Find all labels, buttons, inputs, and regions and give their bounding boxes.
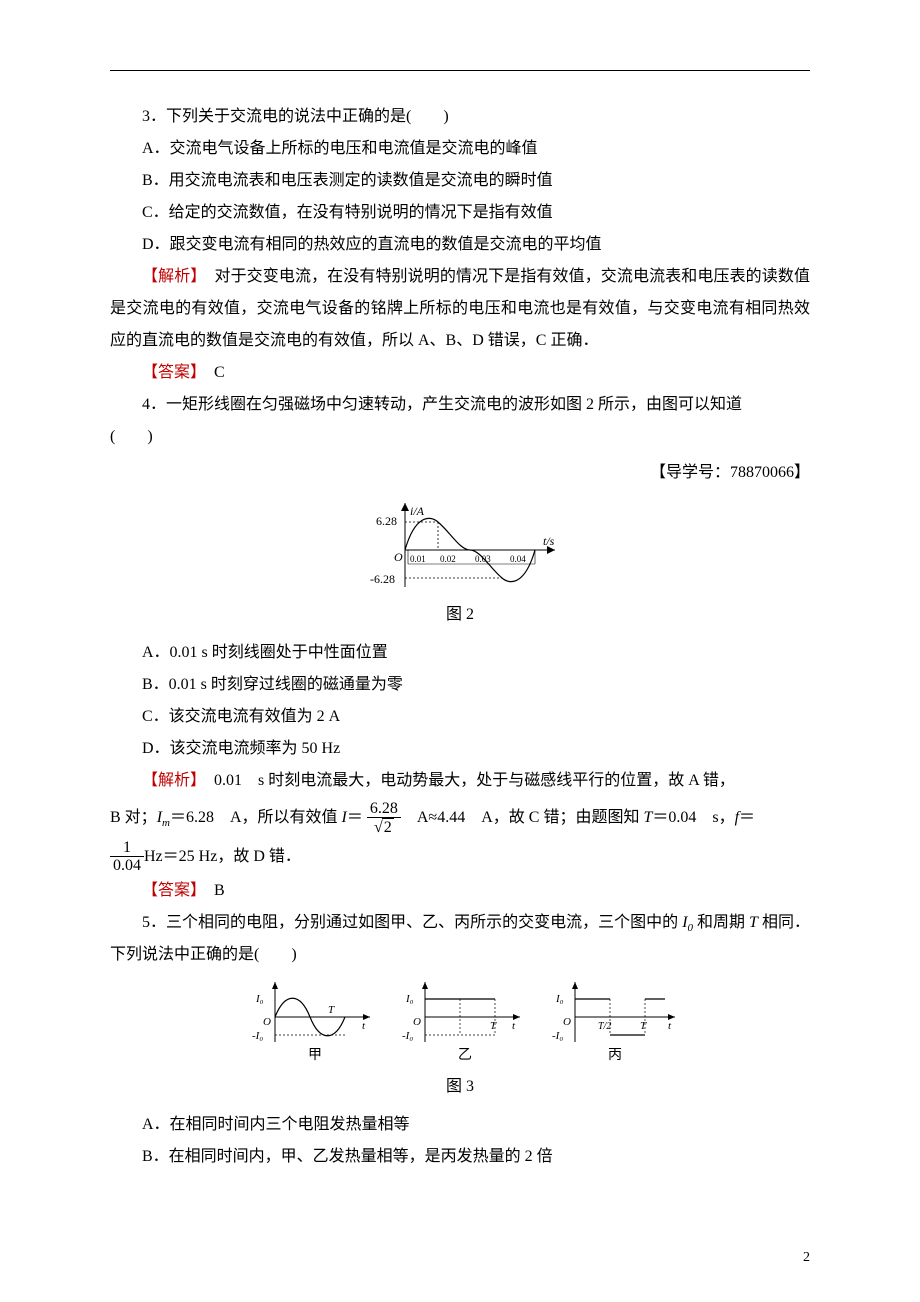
y-max-label: 6.28: [376, 514, 397, 528]
q4-analysis-line1: 【解析】 0.01 s 时刻电流最大，电动势最大，处于与磁感线平行的位置，故 A…: [110, 765, 810, 797]
answer-label: 【答案】: [142, 364, 198, 381]
q4-analysis-line3: 1 0.04 Hz＝25 Hz，故 D 错．: [110, 839, 810, 875]
top-rule: [110, 70, 810, 71]
label-jia: 甲: [308, 1048, 322, 1063]
svg-text:t: t: [362, 1020, 366, 1032]
q4-opt-b: B．0.01 s 时刻穿过线圈的磁通量为零: [110, 669, 810, 701]
q4-guide-number: 【导学号：78870066】: [110, 457, 810, 489]
svg-text:I₀: I₀: [255, 993, 264, 1005]
f-symbol: f: [735, 809, 739, 826]
q4-opt-a: A．0.01 s 时刻线圈处于中性面位置: [110, 637, 810, 669]
svg-text:I₀: I₀: [555, 993, 564, 1005]
svg-text:O: O: [263, 1016, 271, 1028]
I0-symbol: I0: [682, 914, 693, 931]
answer-label: 【答案】: [142, 882, 198, 899]
svg-text:T/2: T/2: [598, 1021, 611, 1032]
panel-bing: I₀ O -I₀ T/2 T t 丙: [552, 982, 675, 1063]
q4-answer-value: B: [198, 882, 225, 899]
q4-stem-line2: ( ): [110, 421, 810, 453]
origin-label: O: [394, 550, 403, 564]
xtick-3: 0.03: [475, 554, 491, 564]
xtick-1: 0.01: [410, 554, 426, 564]
svg-text:O: O: [563, 1016, 571, 1028]
q3-answer: 【答案】 C: [110, 357, 810, 389]
fraction-2: 1 0.04: [110, 839, 144, 875]
q4-ana-2b: ＝6.28 A，所以有效值: [170, 809, 342, 826]
q3-stem: 3．下列关于交流电的说法中正确的是( ): [110, 101, 810, 133]
q4-ana-2d: ＝0.04 s，: [652, 809, 734, 826]
q4-analysis-line2: B 对；Im＝6.28 A，所以有效值 I＝ 6.28 √2 A≈4.44 A，…: [110, 797, 810, 839]
svg-text:-I₀: -I₀: [252, 1030, 263, 1042]
frac2-den: 0.04: [110, 857, 144, 875]
panel-yi: I₀ O -I₀ T t 乙: [402, 982, 520, 1063]
y-min-label: -6.28: [370, 572, 395, 586]
q5-opt-a: A．在相同时间内三个电阻发热量相等: [110, 1109, 810, 1141]
frac1-den: √2: [367, 818, 401, 837]
q4-ana-b-ok: B 对；: [110, 809, 157, 826]
q3-opt-d: D．跟交变电流有相同的热效应的直流电的数值是交流电的平均值: [110, 229, 810, 261]
figure-3-label: 图 3: [110, 1071, 810, 1103]
fraction-1: 6.28 √2: [367, 800, 401, 837]
q3-answer-value: C: [198, 364, 225, 381]
xtick-2: 0.02: [440, 554, 456, 564]
q3-opt-c: C．给定的交流数值，在没有特别说明的情况下是指有效值: [110, 197, 810, 229]
y-axis-label: i/A: [410, 504, 425, 518]
frac1-num: 6.28: [367, 800, 401, 819]
q5-stem-a: 5．三个相同的电阻，分别通过如图甲、乙、丙所示的交变电流，三个图中的: [142, 914, 682, 931]
q4-opt-d: D．该交流电流频率为 50 Hz: [110, 733, 810, 765]
q5-stem: 5．三个相同的电阻，分别通过如图甲、乙、丙所示的交变电流，三个图中的 I0 和周…: [110, 907, 810, 971]
page: 3．下列关于交流电的说法中正确的是( ) A．交流电气设备上所标的电压和电流值是…: [0, 0, 920, 1302]
panel-jia: I₀ O -I₀ T t 甲: [252, 982, 370, 1063]
q4-answer: 【答案】 B: [110, 875, 810, 907]
svg-text:-I₀: -I₀: [552, 1030, 563, 1042]
q3-analysis-text: 对于交变电流，在没有特别说明的情况下是指有效值，交流电流表和电压表的读数值是交流…: [110, 268, 810, 349]
sine-chart: 6.28 -6.28 O i/A t/s 0.01 0.02 0.03 0.04: [350, 495, 570, 595]
svg-text:O: O: [413, 1016, 421, 1028]
svg-text:t: t: [668, 1020, 672, 1032]
q4-ana-pre: 0.01 s 时刻电流最大，电动势最大，处于与磁感线平行的位置，故 A 错，: [198, 772, 735, 789]
frac2-num: 1: [110, 839, 144, 858]
q5-stem-b: 和周期: [693, 914, 749, 931]
q4-stem-line1: 4．一矩形线圈在匀强磁场中匀速转动，产生交流电的波形如图 2 所示，由图可以知道: [110, 389, 810, 421]
q5-opt-b: B．在相同时间内，甲、乙发热量相等，是丙发热量的 2 倍: [110, 1141, 810, 1173]
label-yi: 乙: [458, 1047, 472, 1063]
svg-text:-I₀: -I₀: [402, 1030, 413, 1042]
analysis-label: 【解析】: [142, 268, 198, 285]
figure-3: I₀ O -I₀ T t 甲 I₀ O -I₀ T t: [110, 977, 810, 1067]
svg-text:T: T: [328, 1004, 335, 1016]
q3-analysis: 【解析】 对于交变电流，在没有特别说明的情况下是指有效值，交流电流表和电压表的读…: [110, 261, 810, 357]
figure-2-label: 图 2: [110, 599, 810, 631]
q3-opt-b: B．用交流电流表和电压表测定的读数值是交流电的瞬时值: [110, 165, 810, 197]
analysis-label: 【解析】: [142, 772, 198, 789]
svg-text:t: t: [512, 1020, 516, 1032]
figure-2: 6.28 -6.28 O i/A t/s 0.01 0.02 0.03 0.04: [110, 495, 810, 595]
label-bing: 丙: [608, 1048, 622, 1063]
svg-text:I₀: I₀: [405, 993, 414, 1005]
q3-opt-a: A．交流电气设备上所标的电压和电流值是交流电的峰值: [110, 133, 810, 165]
Im-symbol: Im: [157, 809, 170, 826]
x-axis-label: t/s: [543, 534, 555, 548]
svg-text:T: T: [490, 1020, 497, 1032]
q4-ana-3: Hz＝25 Hz，故 D 错．: [144, 848, 301, 865]
q4-ana-2c: A≈4.44 A，故 C 错；由题图知: [401, 809, 644, 826]
xtick-4: 0.04: [510, 554, 526, 564]
q4-opt-c: C．该交流电流有效值为 2 A: [110, 701, 810, 733]
page-number: 2: [803, 1244, 810, 1272]
svg-text:T: T: [640, 1020, 647, 1032]
T-symbol: T: [749, 914, 758, 931]
three-panel-chart: I₀ O -I₀ T t 甲 I₀ O -I₀ T t: [230, 977, 690, 1067]
I-symbol: I: [342, 809, 347, 826]
